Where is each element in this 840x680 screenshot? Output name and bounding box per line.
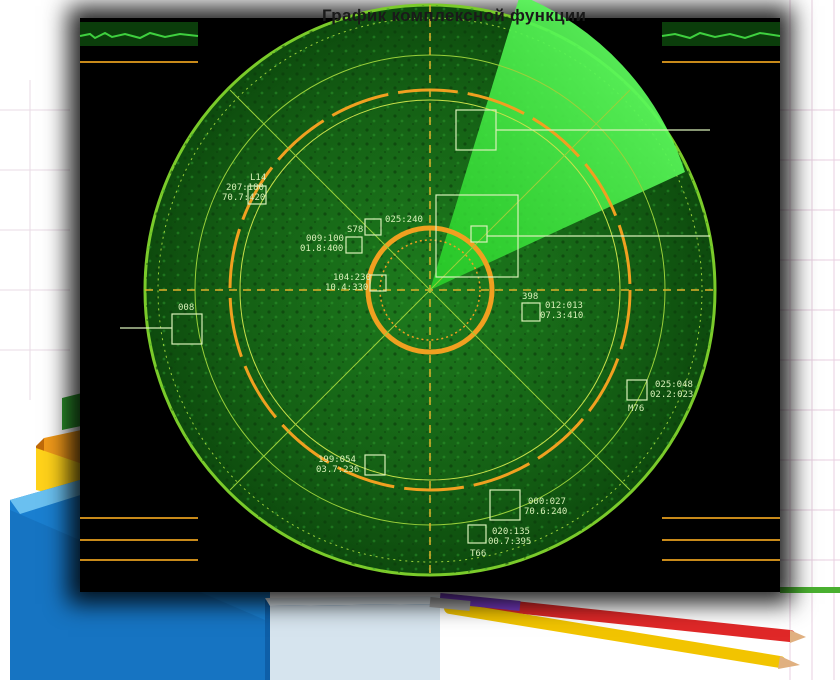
svg-text:398: 398 (522, 292, 538, 302)
target-boxes (120, 109, 710, 544)
svg-text:70.7:420: 70.7:420 (222, 193, 265, 203)
svg-text:T66: T66 (470, 549, 486, 559)
top-right-signal-strip (661, 22, 781, 63)
svg-text:10.4:330: 10.4:330 (325, 283, 368, 293)
target-label-l14: 207:180 (226, 183, 264, 193)
target-label-008: 008 (178, 303, 194, 313)
svg-text:01.8:400: 01.8:400 (300, 244, 343, 254)
svg-text:02.2:023: 02.2:023 (650, 390, 693, 400)
target-label-m76: 025:048 (655, 380, 693, 390)
bottom-right-signal-strip (662, 517, 780, 561)
svg-text:009:100: 009:100 (306, 234, 344, 244)
page-title: График комплексной функции (322, 6, 587, 25)
target-label-000: 000:027 (528, 497, 566, 507)
target-label-398: 012:013 (545, 301, 583, 311)
svg-text:07.3:410: 07.3:410 (540, 311, 583, 321)
svg-text:M76: M76 (628, 404, 644, 414)
target-label-104: 104:230 (333, 273, 371, 283)
svg-text:S78: S78 (347, 225, 363, 235)
svg-text:03.7:236: 03.7:236 (316, 465, 359, 475)
range-ring-inner (365, 225, 495, 355)
radar-sweep-beam (430, 0, 685, 290)
bottom-left-signal-strip (80, 517, 198, 561)
svg-text:L14: L14 (250, 173, 266, 183)
svg-text:70.6:240: 70.6:240 (524, 507, 567, 517)
radar-crosshair (145, 5, 715, 575)
target-label-199: 199:054 (318, 455, 356, 465)
svg-text:00.7:395: 00.7:395 (488, 537, 531, 547)
target-label-t66: 020:135 (492, 527, 530, 537)
range-ring-mid (239, 99, 621, 481)
top-left-signal-strip (79, 22, 199, 63)
target-label-s78: 025:240 (385, 215, 423, 225)
